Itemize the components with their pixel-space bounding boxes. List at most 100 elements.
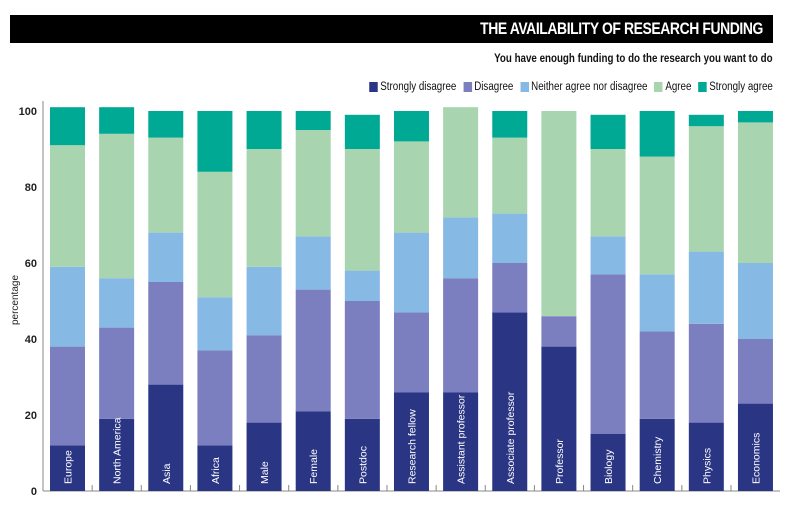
bar-segment (443, 278, 479, 393)
category-label: Europe (63, 450, 75, 484)
y-tick-label: 20 (25, 410, 37, 422)
bar-segment (737, 403, 773, 491)
category-label: Physics (701, 448, 713, 484)
bar-segment (246, 335, 282, 423)
legend-swatch (654, 82, 663, 92)
bar-segment (492, 312, 528, 491)
category-label: North America (112, 417, 124, 484)
legend-label: Agree (665, 81, 692, 93)
bar-segment (590, 149, 626, 237)
bar-segment (737, 339, 773, 404)
bar-segment (393, 312, 429, 393)
bar-segment (639, 274, 675, 332)
legend-item: Disagree (463, 81, 513, 93)
bar-segment (295, 130, 331, 237)
legend-swatch (463, 82, 472, 92)
category-label: Postdoc (357, 446, 369, 484)
category-label: Asia (161, 463, 173, 484)
category-label: Africa (210, 457, 222, 484)
bar-segment (541, 111, 577, 317)
bar-segment (197, 297, 233, 351)
bar-segment (443, 392, 479, 491)
bar-segment (344, 418, 380, 491)
y-tick-label: 0 (31, 486, 37, 498)
bar-segment (737, 122, 773, 264)
bar-segment (492, 111, 528, 138)
y-axis-label: percentage (10, 275, 21, 325)
bar-segment (590, 274, 626, 434)
legend-item: Strongly disagree (369, 81, 457, 93)
legend-swatch (520, 82, 529, 92)
bar-segment (197, 445, 233, 491)
category-label: Associate professor (505, 391, 517, 484)
bar-segment (393, 111, 429, 142)
bar-segment (393, 141, 429, 233)
bar-segment (443, 217, 479, 279)
bar-segment (197, 350, 233, 446)
bar-segment (50, 107, 85, 146)
category-label: Biology (603, 449, 615, 484)
y-tick-label: 60 (25, 258, 37, 270)
bar-segment (590, 114, 626, 149)
legend-swatch (698, 82, 707, 92)
chart-subtitle: You have enough funding to do the resear… (494, 53, 773, 65)
category-label: Research fellow (406, 409, 418, 484)
legend: Strongly disagree Disagree Neither agree n… (363, 81, 773, 93)
bar-segment (246, 266, 282, 336)
bar-segment (246, 422, 282, 491)
title-bar: THE AVAILABILITY OF RESEARCH FUNDING (10, 15, 773, 43)
bar-segment (688, 323, 724, 423)
bar-segment (246, 111, 282, 149)
y-tick-label: 100 (19, 106, 37, 118)
bar-segment (99, 418, 135, 491)
bar-segment (393, 232, 429, 313)
bar-segment (295, 236, 331, 290)
chart-title: THE AVAILABILITY OF RESEARCH FUNDING (480, 19, 763, 38)
bar-segment (50, 445, 85, 491)
bar-segment (737, 263, 773, 339)
bar-segment (344, 301, 380, 419)
legend-item: Agree (654, 81, 692, 93)
legend-label: Strongly disagree (380, 81, 457, 93)
bar-segment (590, 434, 626, 491)
bar-segment (246, 149, 282, 267)
bar-segment (295, 289, 331, 412)
bar-segment (197, 171, 233, 298)
bar-segment (344, 149, 380, 271)
category-label: Assistant professor (456, 394, 468, 484)
bar-segment (295, 111, 331, 130)
bar-segment (50, 346, 85, 446)
bar-segment (295, 411, 331, 491)
bar-segment (688, 422, 724, 491)
bar-segment (688, 251, 724, 324)
bar-segment (99, 278, 135, 328)
category-label: Economics (750, 433, 762, 484)
bar-segment (148, 111, 184, 138)
bar-segment (99, 133, 135, 279)
category-label: Male (259, 461, 271, 484)
bar-segment (148, 384, 184, 491)
bar-segment (148, 282, 184, 385)
bar-segment (688, 126, 724, 252)
bar-segment (344, 270, 380, 301)
bar-segment (737, 111, 773, 123)
category-label: Professor (554, 439, 566, 484)
bar-segment (492, 213, 528, 263)
bar-segment (639, 331, 675, 419)
category-label: Female (308, 449, 320, 484)
bar-segment (639, 111, 675, 157)
bar-segment (99, 327, 135, 419)
legend-swatch (369, 82, 378, 92)
bar-segment (541, 316, 577, 347)
legend-label: Disagree (474, 81, 514, 93)
y-tick-label: 80 (25, 182, 37, 194)
bar-segment (443, 107, 479, 218)
y-tick-label: 40 (25, 334, 37, 346)
bar-segment (344, 114, 380, 149)
bar-segment (148, 232, 184, 282)
category-label: Chemistry (652, 436, 664, 484)
bar-segment (590, 236, 626, 275)
legend-item: Neither agree nor disagree (520, 81, 648, 93)
bar-segment (639, 156, 675, 275)
bar-segment (393, 392, 429, 491)
